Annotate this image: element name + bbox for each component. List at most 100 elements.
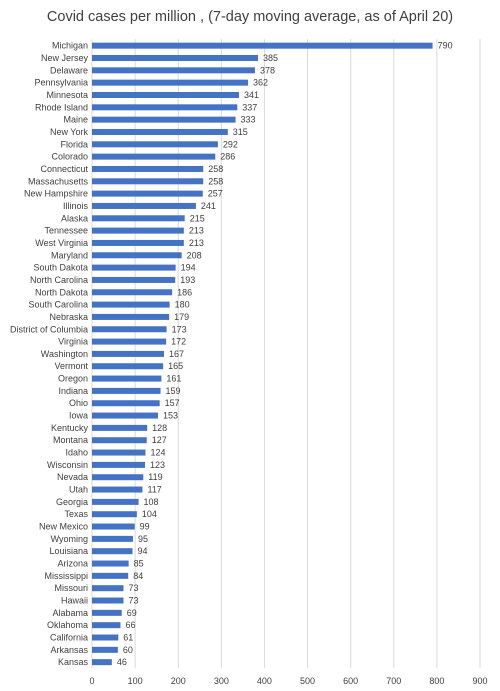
category-label: Nebraska	[49, 312, 88, 322]
category-label: South Dakota	[33, 263, 88, 273]
bar	[92, 252, 182, 259]
data-label: 180	[175, 300, 190, 310]
category-label: New Jersey	[41, 53, 89, 63]
category-label: Wisconsin	[47, 460, 88, 470]
bar	[92, 42, 433, 49]
data-label: 108	[144, 497, 159, 507]
data-label: 258	[208, 164, 223, 174]
bar	[92, 412, 158, 419]
category-label: Kentucky	[51, 423, 89, 433]
bar	[92, 424, 148, 431]
bar	[92, 301, 170, 308]
bar	[92, 461, 146, 468]
x-tick-label: 600	[343, 676, 358, 686]
chart-title: Covid cases per million , (7-day moving …	[46, 9, 454, 25]
data-label: 117	[147, 485, 161, 495]
category-label: Arizona	[57, 559, 88, 569]
category-label: Delaware	[50, 65, 88, 75]
bar	[92, 498, 139, 505]
data-label: 165	[168, 361, 183, 371]
data-label: 790	[438, 41, 453, 51]
x-tick-label: 800	[429, 676, 444, 686]
category-label: Minnesota	[46, 90, 88, 100]
category-label: Missouri	[54, 583, 88, 593]
category-label: Indiana	[58, 386, 88, 396]
data-label: 94	[138, 546, 148, 556]
data-label: 241	[201, 201, 216, 211]
category-label: Pennsylvania	[34, 78, 88, 88]
data-label: 123	[150, 460, 165, 470]
x-axis-ticks: 0 100 200 300 400 500 600 700 800 900	[89, 676, 487, 686]
category-label: Texas	[64, 509, 88, 519]
category-label: California	[50, 633, 88, 643]
bar	[92, 67, 255, 74]
bar	[92, 646, 118, 653]
bar	[92, 535, 133, 542]
bar	[92, 215, 185, 222]
bar	[92, 128, 228, 135]
x-tick-label: 200	[171, 676, 186, 686]
category-label: Massachusetts	[28, 176, 89, 186]
data-label: 186	[177, 287, 192, 297]
bar	[92, 548, 133, 555]
data-label: 333	[241, 115, 256, 125]
bar	[92, 622, 121, 629]
data-label: 127	[152, 435, 167, 445]
category-label: Wyoming	[51, 534, 88, 544]
category-label: Idaho	[65, 448, 88, 458]
data-label: 124	[150, 448, 165, 458]
bar	[92, 572, 129, 579]
x-tick-label: 400	[257, 676, 272, 686]
x-tick-label: 500	[300, 676, 315, 686]
bar	[92, 289, 173, 296]
bar	[92, 597, 124, 604]
data-label: 167	[169, 349, 184, 359]
bar	[92, 350, 164, 357]
bar	[92, 437, 147, 444]
category-label: Alabama	[52, 608, 88, 618]
data-label: 213	[189, 226, 204, 236]
bar	[92, 141, 218, 148]
data-label: 69	[127, 608, 137, 618]
category-label: Utah	[69, 485, 88, 495]
data-label: 60	[123, 645, 133, 655]
category-label: Maine	[63, 115, 88, 125]
data-label: 159	[166, 386, 181, 396]
category-label: Connecticut	[40, 164, 88, 174]
data-label: 66	[125, 620, 135, 630]
category-label: New Hampshire	[24, 189, 88, 199]
data-label: 99	[140, 522, 150, 532]
category-label: Washington	[41, 349, 88, 359]
category-label: North Carolina	[30, 275, 88, 285]
data-label: 257	[208, 189, 223, 199]
bar	[92, 511, 137, 518]
data-label: 193	[180, 275, 195, 285]
category-label: Oregon	[58, 374, 88, 384]
category-label: Virginia	[58, 337, 88, 347]
category-label: Arkansas	[50, 645, 88, 655]
category-label: Mississippi	[44, 571, 88, 581]
bar	[92, 54, 258, 61]
bar	[92, 400, 160, 407]
data-label: 104	[142, 509, 157, 519]
data-label: 315	[233, 127, 248, 137]
data-label: 378	[260, 65, 275, 75]
bar	[92, 560, 129, 567]
data-label: 194	[181, 263, 196, 273]
x-tick-label: 100	[128, 676, 143, 686]
bar	[92, 276, 176, 283]
bar	[92, 104, 238, 111]
data-label: 95	[138, 534, 148, 544]
bar	[92, 585, 124, 592]
data-label: 153	[163, 411, 178, 421]
data-label: 258	[208, 176, 223, 186]
bar	[92, 474, 144, 481]
bar	[92, 338, 167, 345]
data-label: 173	[172, 324, 187, 334]
category-label: Colorado	[51, 152, 88, 162]
data-label: 215	[190, 213, 205, 223]
category-label: Alaska	[61, 213, 88, 223]
bar	[92, 387, 161, 394]
category-labels: Michigan New Jersey Delaware Pennsylvania Mi…	[10, 41, 89, 667]
